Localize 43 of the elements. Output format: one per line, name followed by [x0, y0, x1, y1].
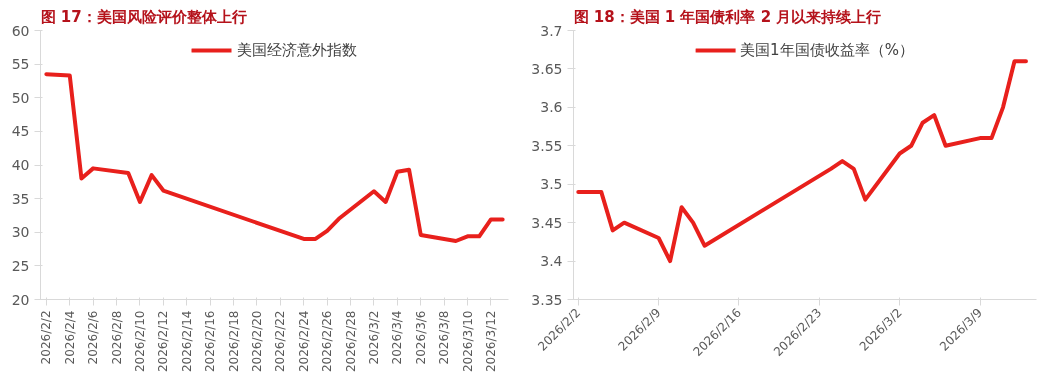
x-tick-label: 2026/2/8 — [109, 310, 124, 365]
line-series — [576, 59, 1028, 264]
y-tick-label: 55 — [11, 56, 30, 73]
x-tick-label: 2026/2/24 — [296, 310, 311, 373]
y-tick-label: 45 — [11, 123, 30, 140]
y-tick-label: 3.6 — [540, 99, 563, 116]
x-tick-label: 2026/2/10 — [132, 310, 147, 373]
x-tick-label: 2026/3/8 — [437, 310, 452, 365]
x-tick-label: 2026/2/12 — [156, 310, 171, 373]
x-tick-label: 2026/2/26 — [320, 310, 335, 373]
x-tick-label: 2026/2/14 — [179, 310, 194, 373]
x-tick-label: 2026/2/18 — [226, 310, 241, 373]
legend-label: 美国1年国债收益率（%） — [740, 40, 914, 60]
y-tick-label: 35 — [11, 190, 30, 207]
y-tick-label: 40 — [11, 157, 30, 173]
y-tick-label: 3.4 — [540, 253, 563, 270]
y-tick-label: 25 — [11, 257, 30, 274]
x-tick-label: 2026/2/28 — [343, 310, 358, 373]
legend-label: 美国经济意外指数 — [236, 40, 357, 60]
x-tick-label: 2026/2/2 — [39, 310, 54, 365]
y-tick-label: 3.55 — [531, 137, 563, 154]
y-tick-label: 3.65 — [531, 60, 563, 77]
x-tick-label: 2026/2/6 — [86, 310, 101, 365]
x-tick-label: 2026/3/4 — [390, 310, 405, 365]
x-tick-label: 2026/3/2 — [366, 310, 381, 365]
x-tick-label: 2026/3/10 — [460, 310, 475, 373]
y-tick-label: 20 — [11, 291, 30, 308]
y-tick-label: 30 — [11, 224, 30, 241]
x-tick-label: 2026/2/4 — [62, 310, 77, 365]
x-tick-label: 2026/2/22 — [273, 310, 288, 373]
x-tick-label: 2026/3/12 — [483, 310, 498, 373]
chart-title: 图 18：美国 1 年国债利率 2 月以来持续上行 — [573, 7, 882, 26]
x-tick-label: 2026/2/16 — [203, 310, 218, 373]
y-tick-label: 3.45 — [531, 214, 563, 231]
y-tick-label: 60 — [11, 22, 30, 39]
y-tick-label: 3.7 — [540, 22, 563, 39]
y-tick-label: 3.35 — [531, 291, 563, 308]
chart-title: 图 17：美国风险评价整体上行 — [40, 7, 247, 26]
y-tick-label: 3.5 — [540, 176, 563, 193]
x-tick-label: 2026/2/20 — [249, 310, 264, 373]
x-tick-label: 2026/3/6 — [413, 310, 428, 365]
line-series — [44, 72, 505, 243]
y-tick-label: 50 — [11, 89, 30, 106]
